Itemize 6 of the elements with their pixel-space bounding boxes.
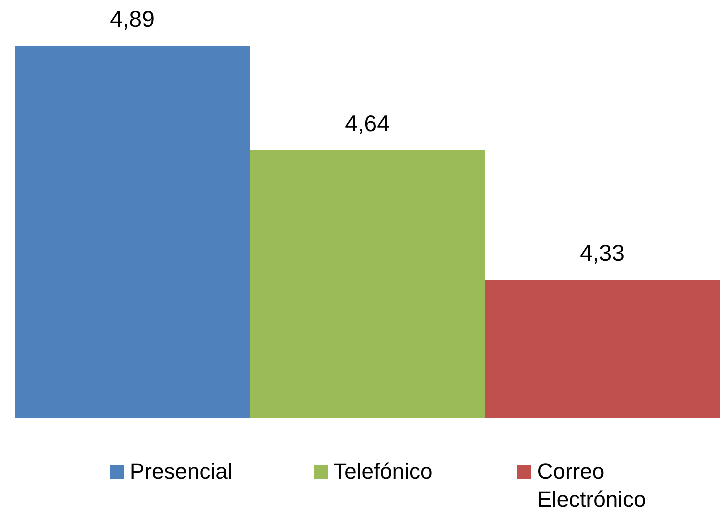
data-label: 4,89	[110, 6, 155, 32]
legend-label: Correo Electrónico	[537, 458, 648, 514]
data-label: 4,64	[345, 110, 390, 136]
legend-label: Telefónico	[334, 458, 434, 486]
legend-label: Presencial	[130, 458, 234, 486]
data-label: 4,33	[580, 240, 625, 266]
